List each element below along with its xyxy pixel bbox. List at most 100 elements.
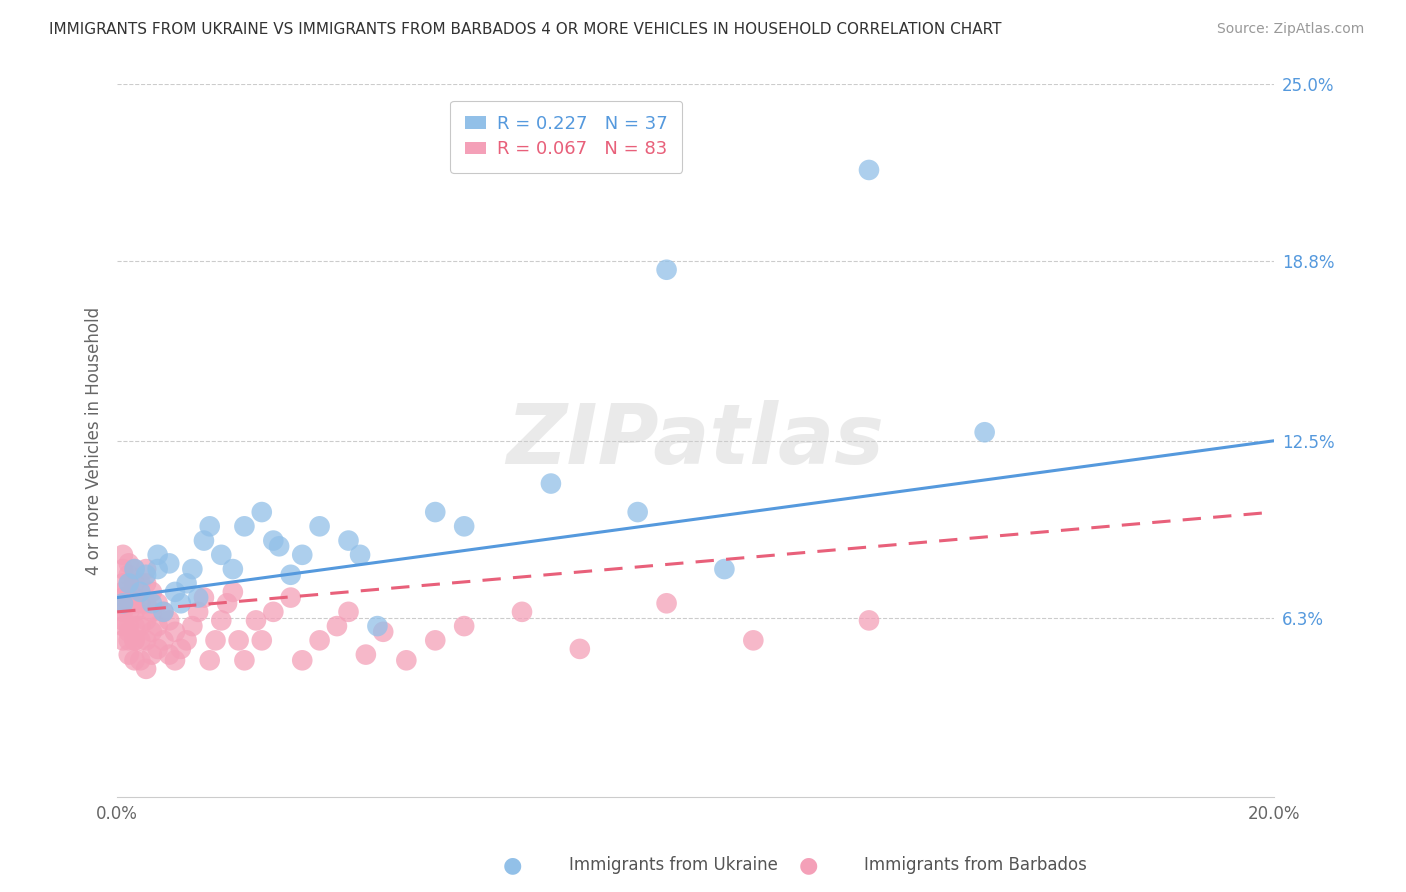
Point bbox=[163, 653, 186, 667]
Point bbox=[141, 585, 163, 599]
Legend: R = 0.227   N = 37, R = 0.067   N = 83: R = 0.227 N = 37, R = 0.067 N = 83 bbox=[450, 101, 682, 173]
Point bbox=[742, 633, 765, 648]
Point bbox=[111, 614, 134, 628]
Point bbox=[141, 596, 163, 610]
Point bbox=[655, 262, 678, 277]
Point bbox=[135, 567, 157, 582]
Point bbox=[366, 619, 388, 633]
Point bbox=[111, 585, 134, 599]
Point bbox=[326, 619, 349, 633]
Point bbox=[193, 533, 215, 548]
Point bbox=[713, 562, 735, 576]
Point bbox=[204, 633, 226, 648]
Point bbox=[222, 562, 245, 576]
Point bbox=[146, 562, 169, 576]
Point bbox=[118, 648, 141, 662]
Point bbox=[146, 548, 169, 562]
Point bbox=[198, 653, 221, 667]
Text: ZIPatlas: ZIPatlas bbox=[506, 401, 884, 482]
Point bbox=[111, 596, 134, 610]
Text: IMMIGRANTS FROM UKRAINE VS IMMIGRANTS FROM BARBADOS 4 OR MORE VEHICLES IN HOUSEH: IMMIGRANTS FROM UKRAINE VS IMMIGRANTS FR… bbox=[49, 22, 1001, 37]
Point bbox=[262, 605, 284, 619]
Point bbox=[425, 505, 447, 519]
Point bbox=[170, 596, 193, 610]
Point bbox=[118, 624, 141, 639]
Point bbox=[135, 576, 157, 591]
Point bbox=[118, 591, 141, 605]
Point bbox=[568, 641, 591, 656]
Point bbox=[395, 653, 418, 667]
Point bbox=[118, 596, 141, 610]
Point bbox=[540, 476, 562, 491]
Point bbox=[233, 653, 256, 667]
Text: ●: ● bbox=[799, 855, 818, 875]
Point bbox=[111, 562, 134, 576]
Point bbox=[280, 591, 302, 605]
Point bbox=[308, 633, 330, 648]
Point bbox=[129, 619, 152, 633]
Point bbox=[858, 614, 880, 628]
Point bbox=[135, 662, 157, 676]
Point bbox=[146, 641, 169, 656]
Point bbox=[215, 596, 238, 610]
Point bbox=[250, 633, 273, 648]
Point bbox=[163, 624, 186, 639]
Point bbox=[146, 619, 169, 633]
Point bbox=[291, 653, 314, 667]
Point bbox=[118, 633, 141, 648]
Point bbox=[124, 633, 146, 648]
Point bbox=[373, 624, 395, 639]
Point bbox=[135, 596, 157, 610]
Text: Source: ZipAtlas.com: Source: ZipAtlas.com bbox=[1216, 22, 1364, 37]
Point bbox=[135, 614, 157, 628]
Point bbox=[187, 605, 209, 619]
Point bbox=[245, 614, 267, 628]
Point bbox=[453, 619, 475, 633]
Point bbox=[193, 591, 215, 605]
Point bbox=[111, 633, 134, 648]
Point bbox=[510, 605, 533, 619]
Point bbox=[152, 605, 174, 619]
Point bbox=[655, 596, 678, 610]
Text: ●: ● bbox=[503, 855, 523, 875]
Point bbox=[141, 648, 163, 662]
Point bbox=[170, 641, 193, 656]
Point bbox=[118, 567, 141, 582]
Point bbox=[349, 548, 371, 562]
Point bbox=[118, 557, 141, 571]
Point bbox=[129, 596, 152, 610]
Point bbox=[118, 619, 141, 633]
Point bbox=[198, 519, 221, 533]
Point bbox=[337, 533, 360, 548]
Point bbox=[181, 562, 204, 576]
Point bbox=[146, 596, 169, 610]
Y-axis label: 4 or more Vehicles in Household: 4 or more Vehicles in Household bbox=[86, 307, 103, 574]
Point bbox=[280, 567, 302, 582]
Point bbox=[129, 576, 152, 591]
Point bbox=[269, 539, 291, 553]
Point bbox=[135, 633, 157, 648]
Point bbox=[111, 548, 134, 562]
Point bbox=[124, 562, 146, 576]
Point bbox=[111, 596, 134, 610]
Text: Immigrants from Ukraine: Immigrants from Ukraine bbox=[569, 856, 778, 874]
Point bbox=[291, 548, 314, 562]
Point bbox=[118, 576, 141, 591]
Point bbox=[124, 619, 146, 633]
Point bbox=[152, 605, 174, 619]
Point bbox=[176, 633, 198, 648]
Point bbox=[627, 505, 650, 519]
Point bbox=[209, 548, 232, 562]
Point bbox=[337, 605, 360, 619]
Point bbox=[124, 562, 146, 576]
Point bbox=[111, 576, 134, 591]
Point bbox=[308, 519, 330, 533]
Point bbox=[250, 505, 273, 519]
Point bbox=[354, 648, 377, 662]
Point bbox=[187, 591, 209, 605]
Point bbox=[124, 633, 146, 648]
Point bbox=[425, 633, 447, 648]
Point bbox=[209, 614, 232, 628]
Point bbox=[111, 591, 134, 605]
Point bbox=[973, 425, 995, 440]
